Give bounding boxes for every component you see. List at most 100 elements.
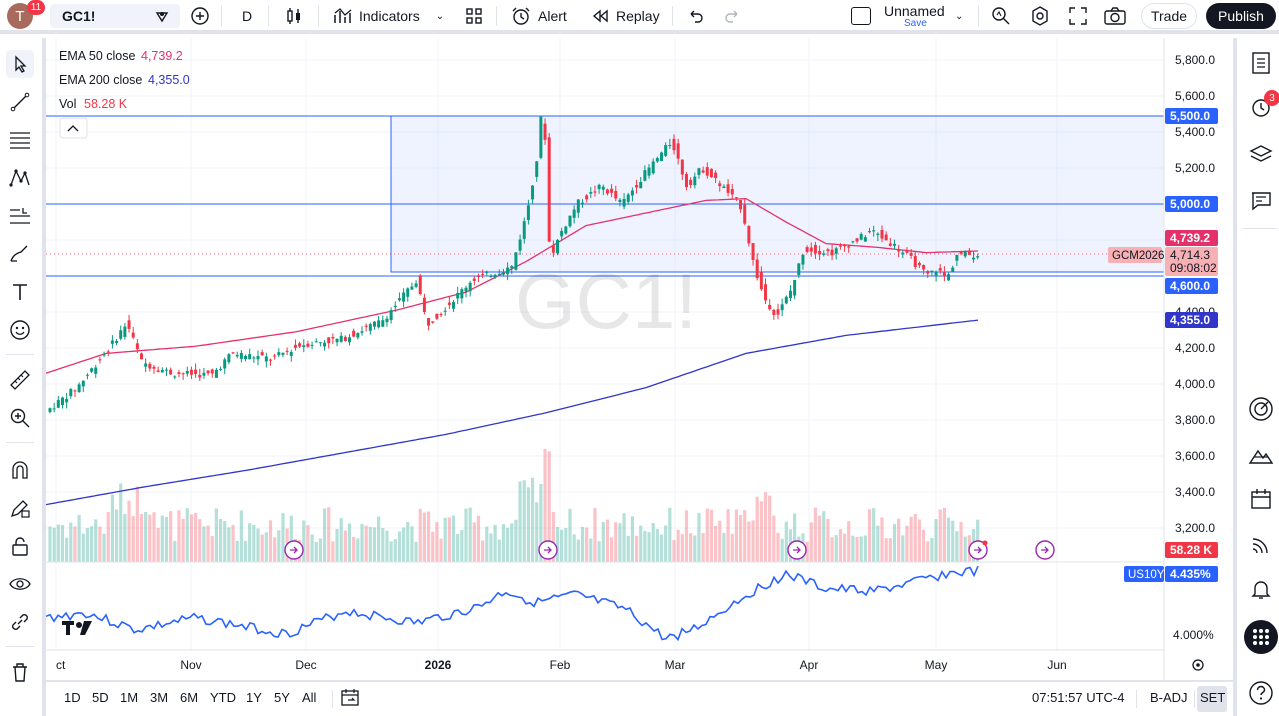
- candle[interactable]: [605, 188, 609, 196]
- candle[interactable]: [456, 286, 460, 305]
- candle[interactable]: [967, 248, 971, 255]
- candle[interactable]: [73, 389, 77, 397]
- candle[interactable]: [497, 269, 501, 276]
- range-button-5y[interactable]: 5Y: [274, 690, 290, 705]
- candle[interactable]: [705, 162, 709, 179]
- candle[interactable]: [805, 245, 809, 254]
- contract-tag[interactable]: [1108, 247, 1162, 263]
- range-button-6m[interactable]: 6M: [180, 690, 199, 705]
- candle[interactable]: [813, 241, 817, 259]
- candle[interactable]: [739, 199, 743, 213]
- candle[interactable]: [551, 240, 555, 257]
- candle[interactable]: [630, 187, 634, 202]
- candle[interactable]: [127, 314, 131, 333]
- candle[interactable]: [422, 293, 426, 315]
- candle[interactable]: [277, 348, 281, 358]
- range-button-all[interactable]: All: [302, 690, 317, 705]
- candle[interactable]: [397, 292, 401, 302]
- notifications-button[interactable]: [1246, 574, 1276, 604]
- lock-tool[interactable]: [6, 532, 34, 560]
- range-button-1y[interactable]: 1Y: [246, 690, 262, 705]
- candle[interactable]: [140, 352, 144, 360]
- candle[interactable]: [580, 199, 584, 208]
- indicators-button[interactable]: Indicators ⌄: [332, 0, 444, 32]
- candle[interactable]: [181, 372, 185, 380]
- candle[interactable]: [169, 367, 173, 375]
- candle[interactable]: [759, 266, 763, 291]
- candle[interactable]: [888, 237, 892, 247]
- back-adjust-toggle[interactable]: B-ADJ: [1150, 690, 1188, 705]
- candle[interactable]: [60, 396, 64, 409]
- candle[interactable]: [164, 367, 168, 377]
- candle[interactable]: [156, 366, 160, 373]
- redo-button[interactable]: [722, 0, 742, 32]
- replay-button[interactable]: Replay: [590, 0, 660, 32]
- candle[interactable]: [348, 334, 352, 346]
- ruler-tool[interactable]: [6, 366, 34, 394]
- candle[interactable]: [959, 250, 963, 256]
- economic-event-icon[interactable]: [538, 540, 558, 560]
- candle[interactable]: [776, 303, 780, 320]
- economic-event-icon[interactable]: [284, 540, 304, 560]
- candle[interactable]: [443, 307, 447, 316]
- cursor-tool[interactable]: [6, 50, 34, 78]
- candle[interactable]: [884, 231, 888, 241]
- candle[interactable]: [106, 349, 110, 357]
- candle[interactable]: [135, 338, 139, 354]
- candle[interactable]: [185, 366, 189, 377]
- candle[interactable]: [901, 250, 905, 259]
- axis-settings-button[interactable]: [1192, 659, 1204, 671]
- candle[interactable]: [622, 193, 626, 210]
- candle[interactable]: [535, 160, 539, 182]
- templates-button[interactable]: [464, 0, 484, 32]
- candle[interactable]: [189, 366, 193, 380]
- range-button-1m[interactable]: 1M: [120, 690, 139, 705]
- projection-tool[interactable]: [6, 202, 34, 230]
- candle[interactable]: [69, 387, 73, 399]
- candle[interactable]: [115, 338, 119, 346]
- layout-menu-chevron-icon[interactable]: ⌄: [955, 10, 964, 22]
- candle[interactable]: [273, 353, 277, 360]
- candle[interactable]: [668, 138, 672, 149]
- tag-ema50[interactable]: [1165, 230, 1218, 246]
- candle[interactable]: [892, 239, 896, 249]
- draw-mode-tool[interactable]: [6, 494, 34, 522]
- candle[interactable]: [518, 234, 522, 256]
- price-scale[interactable]: 5,800.05,600.05,400.05,200.04,800.04,400…: [1175, 53, 1215, 535]
- ideas-button[interactable]: [1246, 440, 1276, 470]
- economic-event-icon[interactable]: [787, 540, 807, 560]
- candle[interactable]: [926, 269, 930, 279]
- candle[interactable]: [664, 142, 668, 157]
- ema50-legend-label[interactable]: EMA 50 close: [59, 49, 135, 63]
- candle[interactable]: [526, 199, 530, 225]
- candle[interactable]: [905, 247, 909, 254]
- us10y-symbol-tag[interactable]: [1124, 566, 1164, 582]
- candle[interactable]: [402, 288, 406, 308]
- candle[interactable]: [385, 315, 389, 327]
- candle[interactable]: [131, 327, 135, 340]
- candle[interactable]: [360, 326, 364, 336]
- candle[interactable]: [880, 225, 884, 243]
- candle[interactable]: [377, 316, 381, 329]
- candle[interactable]: [772, 308, 776, 320]
- candle[interactable]: [863, 235, 867, 242]
- candle[interactable]: [198, 368, 202, 382]
- candle[interactable]: [610, 184, 614, 198]
- candle[interactable]: [98, 356, 102, 364]
- candle[interactable]: [564, 225, 568, 235]
- candle[interactable]: [144, 358, 148, 373]
- candle[interactable]: [314, 338, 318, 343]
- candle[interactable]: [951, 265, 955, 273]
- candle[interactable]: [285, 347, 289, 356]
- candle[interactable]: [755, 253, 759, 281]
- candle[interactable]: [684, 171, 688, 191]
- candle[interactable]: [223, 357, 227, 375]
- candle[interactable]: [568, 215, 572, 228]
- candle[interactable]: [897, 244, 901, 258]
- candle[interactable]: [589, 187, 593, 199]
- candle[interactable]: [56, 395, 60, 409]
- candle[interactable]: [177, 369, 181, 378]
- candle[interactable]: [110, 335, 114, 349]
- candle[interactable]: [576, 199, 580, 218]
- symbol-search[interactable]: GC1!: [50, 4, 180, 28]
